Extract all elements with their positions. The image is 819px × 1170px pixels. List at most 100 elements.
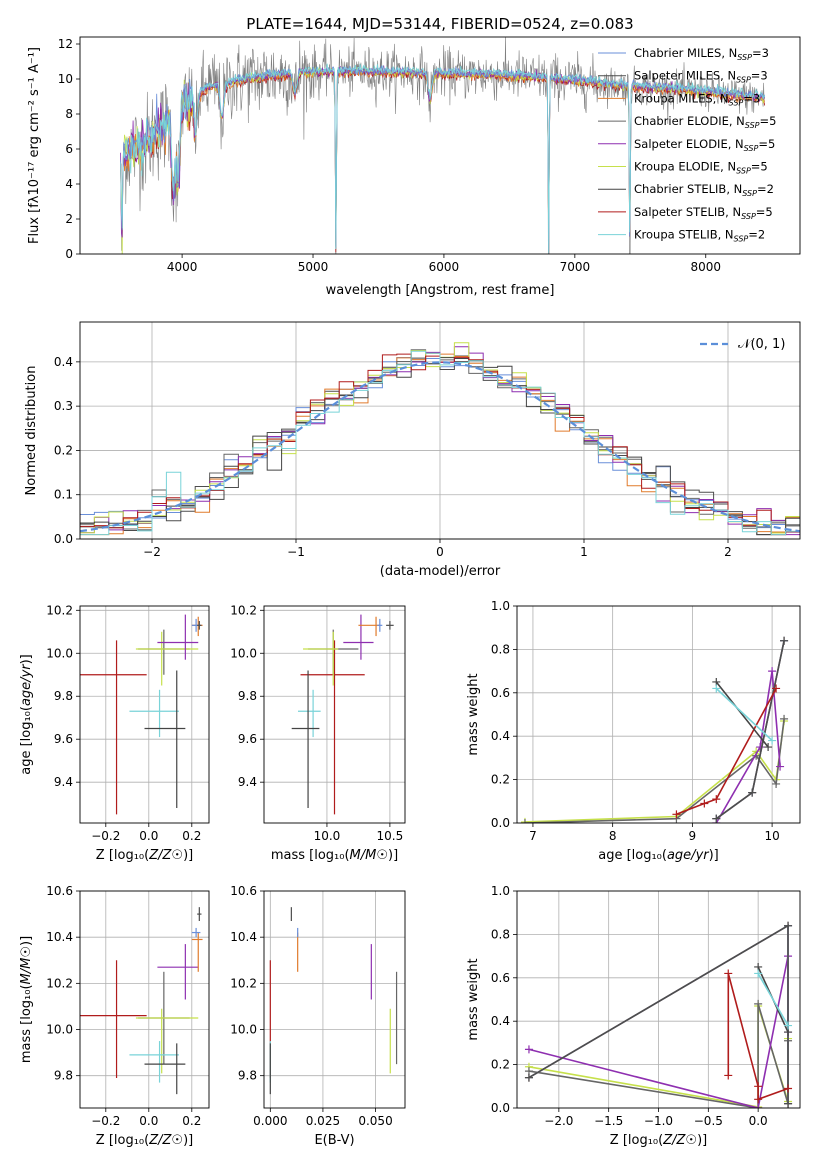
series-marker xyxy=(784,1021,793,1030)
label-part: )] xyxy=(19,936,34,946)
errorbar-point xyxy=(386,621,394,630)
errorbar-point xyxy=(80,960,147,1078)
legend-text-part: SSP xyxy=(737,53,752,62)
x-tick-label: −0.2 xyxy=(91,1114,120,1128)
errorbar-point xyxy=(135,1008,199,1074)
y-tick-label: 10.0 xyxy=(230,646,257,660)
series-line xyxy=(715,670,781,823)
x-axis-label: Z [log₁₀(Z/Z☉)] xyxy=(96,1133,193,1148)
y-tick-label: 2 xyxy=(65,212,73,226)
y-tick-label: 0.6 xyxy=(491,971,510,985)
y-tick-label: 10.0 xyxy=(230,1023,257,1037)
x-tick-label: 0.000 xyxy=(253,1114,287,1128)
errorbar-point xyxy=(300,640,365,815)
weight-lines xyxy=(520,636,789,823)
series-marker xyxy=(524,1073,533,1082)
errorbars xyxy=(269,907,398,1095)
axes-frame xyxy=(79,605,210,824)
label-part: )] xyxy=(183,848,193,863)
series-line xyxy=(715,687,773,742)
x-tick-label: 0.050 xyxy=(358,1114,392,1128)
mass_vs_ebv-panel: 0.000 0.025 0.050 9.8 10.0 10.2 10.4 10.6 E(B-V) xyxy=(230,884,406,1148)
legend-text-part: =5 xyxy=(751,160,768,174)
errorbar-point xyxy=(303,631,339,686)
legend-text-part: SSP xyxy=(742,189,757,198)
y-axis-label: mass weight xyxy=(466,673,481,755)
series-marker xyxy=(754,1095,763,1104)
y-tick-label: 0.0 xyxy=(54,532,73,546)
weight-lines xyxy=(524,921,793,1108)
x-axis-label: age [log₁₀(age/yr)] xyxy=(598,848,719,863)
x-tick-label: 10.5 xyxy=(377,829,404,843)
series-marker xyxy=(784,1084,793,1093)
y-tick-label: 9.8 xyxy=(238,689,257,703)
label-part: mass [log₁₀( xyxy=(19,984,34,1063)
label-part: Z/Z☉ xyxy=(662,1133,697,1148)
errorbar-point xyxy=(129,1041,179,1083)
x-tick-label: 1 xyxy=(580,545,588,559)
legend-text-part: Salpeter STELIB, N xyxy=(634,205,741,219)
legend-label: Salpeter MILES, NSSP=3 xyxy=(634,69,768,85)
label-part: Z/Z☉ xyxy=(148,1133,183,1148)
label-part: )] xyxy=(19,654,34,664)
y-tick-label: 4 xyxy=(65,177,73,191)
x-tick-label: 4000 xyxy=(167,260,198,274)
legend-text-part: =3 xyxy=(751,69,768,83)
x-tick-label: 9 xyxy=(689,829,697,843)
series-line xyxy=(715,640,785,820)
series-line xyxy=(715,681,769,748)
x-tick-label: 0.0 xyxy=(139,1114,158,1128)
legend-text-part: =2 xyxy=(748,228,765,242)
errorbar-point xyxy=(191,927,201,938)
legend-text-part: Chabrier STELIB, N xyxy=(634,182,742,196)
series-marker xyxy=(772,684,781,693)
x-tick-label: 0.025 xyxy=(306,1114,340,1128)
y-tick-label: 0.2 xyxy=(54,443,73,457)
y-tick-label: 1.0 xyxy=(491,884,510,898)
legend-label: Kroupa ELODIE, NSSP=5 xyxy=(634,160,768,176)
y-tick-label: 10.4 xyxy=(46,930,73,944)
x-tick-label: 0.2 xyxy=(182,829,201,843)
label-part: mass [log₁₀( xyxy=(271,848,350,863)
x-tick-label: 2 xyxy=(724,545,732,559)
errorbar-point xyxy=(138,629,190,675)
errorbar-point xyxy=(144,670,186,808)
label-part: M/M☉ xyxy=(19,946,34,984)
errorbar-point xyxy=(377,618,383,632)
axes-frame xyxy=(516,605,801,824)
axes-frame xyxy=(263,605,406,824)
x-axis-label: wavelength [Angstrom, rest frame] xyxy=(326,283,555,298)
y-tick-label: 10.0 xyxy=(46,1023,73,1037)
legend-label: Chabrier ELODIE, NSSP=5 xyxy=(634,114,776,130)
legend-text-part: =3 xyxy=(752,46,769,60)
y-tick-label: 0.2 xyxy=(491,1058,510,1072)
y-tick-label: 0 xyxy=(65,247,73,261)
y-tick-label: 10.2 xyxy=(230,976,257,990)
y-tick-label: 10.6 xyxy=(46,884,73,898)
x-axis-label: E(B-V) xyxy=(314,1133,354,1148)
label-part: age/yr xyxy=(19,663,34,706)
x-tick-label: 0.2 xyxy=(182,1114,201,1128)
series-marker xyxy=(780,636,789,645)
age_vs_mass-panel: 10.0 10.5 9.4 9.6 9.8 10.0 10.2 mass [log₁₀(M/M… xyxy=(230,603,406,863)
legend-text-part: =2 xyxy=(757,182,774,196)
legend-text-part: Chabrier ELODIE, N xyxy=(634,114,745,128)
x-tick-label: −2.0 xyxy=(544,1114,573,1128)
errorbar-point xyxy=(197,907,202,922)
age_vs_Z-panel: −0.2 0.0 0.2 9.4 9.6 9.8 10.0 10.2 Z [log₁₀(Z/Z☉… xyxy=(19,603,210,863)
x-tick-label: 5000 xyxy=(298,260,329,274)
x-tick-label: −1 xyxy=(287,545,305,559)
series-marker xyxy=(754,999,763,1008)
errorbars xyxy=(291,614,394,815)
series-marker xyxy=(776,762,785,771)
errorbar-point xyxy=(157,614,199,660)
errorbars xyxy=(80,907,203,1095)
errorbars xyxy=(80,614,203,815)
series-marker xyxy=(712,684,721,693)
legend-text-part: SSP xyxy=(745,121,760,130)
legend-text-part: SSP xyxy=(741,212,756,221)
x-tick-label: 0.0 xyxy=(139,829,158,843)
series-marker xyxy=(700,799,709,808)
y-tick-label: 9.8 xyxy=(54,1069,73,1083)
label-part: )] xyxy=(388,848,398,863)
